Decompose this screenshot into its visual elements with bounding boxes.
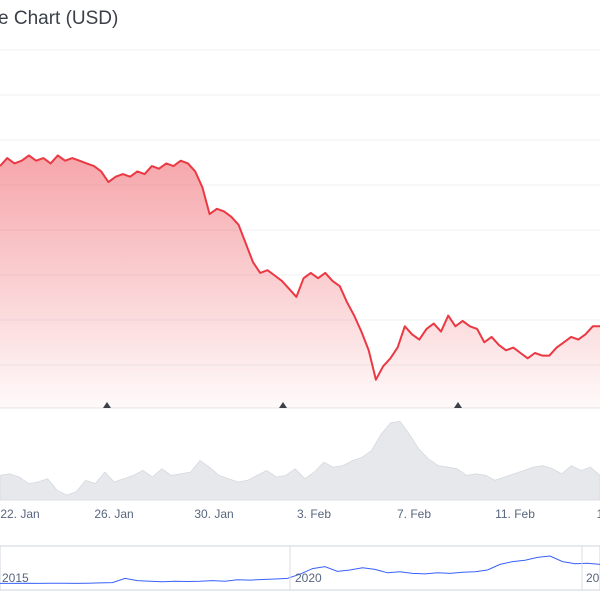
price-area-fill [0,155,600,408]
x-tick-label: 30. Jan [194,507,233,521]
chart-title: e Chart (USD) [0,8,118,29]
x-tick-label: 26. Jan [94,507,133,521]
x-tick-label: 3. Feb [297,507,331,521]
navigator-year-label: 20 [586,571,600,585]
x-tick-label: 1 [597,507,600,521]
event-markers [103,402,462,408]
navigator[interactable]: 2015 2020 20 [0,545,600,591]
x-tick-label: 11. Feb [495,507,535,521]
event-marker-0[interactable] [103,402,111,408]
volume-area-group [0,420,600,501]
price-area-group [0,154,600,408]
x-tick-label: 7. Feb [397,507,431,521]
x-tick-label: 22. Jan [0,507,39,521]
navigator-year-label: 2015 [2,571,29,585]
navigator-year-label: 2020 [295,571,322,585]
price-line [0,154,600,381]
volume-area [0,420,600,501]
event-marker-2[interactable] [454,402,462,408]
event-marker-1[interactable] [279,402,287,408]
navigator-line [0,555,600,584]
x-axis-ticks: 22. Jan 26. Jan 30. Jan 3. Feb 7. Feb 11. Feb… [0,507,600,521]
